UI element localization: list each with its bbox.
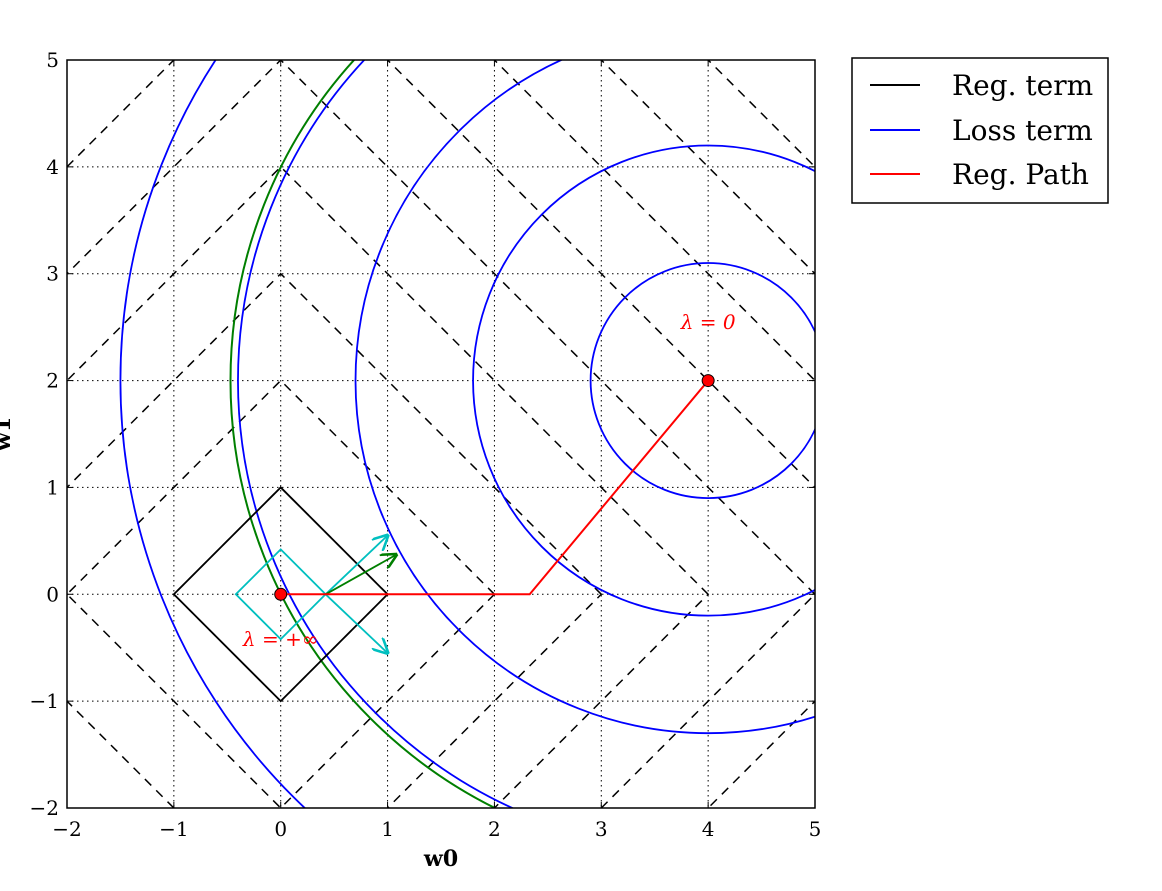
lambda-annotation: λ = 0 [680,310,736,334]
y-tick-label: 5 [46,48,59,72]
loss-term-contours [119,60,815,808]
y-axis-label: w1 [0,417,16,452]
y-tick-label: 4 [46,155,59,179]
loss-term-contour [472,144,815,617]
green-curve-group [229,60,498,808]
reg-path-group [280,379,709,596]
y-tick-label: −1 [30,689,59,713]
reg-path-line [280,379,709,596]
reg-term-contour [67,60,815,808]
reg-term-contour [67,165,710,808]
reg-term-unit-diamond [172,486,389,703]
cyan-diamond-group [234,548,327,641]
reg-term-unit-diamond-group [172,486,389,703]
loss-term-contour [119,60,307,808]
plot-frame [66,59,816,809]
y-tick-label: −2 [30,796,59,820]
path-endpoint-marker [701,374,715,388]
x-tick-label: 4 [702,817,715,841]
loss-term-contour [354,60,815,734]
y-tick-label: 0 [46,582,59,606]
legend-label-loss-term: Loss term [952,114,1093,147]
legend-label-reg-term: Reg. term [952,69,1093,102]
green-curve [229,60,498,808]
markers [274,374,715,601]
legend: Reg. term Loss term Reg. Path [851,57,1109,204]
axis-ticks: −2 −1 0 1 2 3 4 5 −2 −1 0 1 2 3 4 5 [30,48,822,841]
path-endpoint-marker [274,587,288,601]
legend-label-reg-path: Reg. Path [952,158,1089,191]
x-tick-label: −2 [52,817,81,841]
x-tick-label: 2 [488,817,501,841]
gradient-arrow [325,555,397,596]
reg-term-contour [67,60,815,808]
y-tick-label: 2 [46,369,59,393]
gradient-arrow [324,593,388,653]
x-tick-label: 3 [595,817,608,841]
reg-term-contour [67,60,815,808]
x-tick-label: 1 [381,817,394,841]
loss-term-contour [589,262,815,499]
x-tick-label: −1 [159,817,188,841]
x-axis-label: w0 [423,846,458,872]
annotations: λ = +∞ λ = 0 [242,310,736,651]
y-tick-label: 3 [46,262,59,286]
reg-term-contour [67,272,603,808]
loss-term-contour [237,60,515,808]
lambda-annotation: λ = +∞ [242,627,319,651]
gradient-arrows [324,536,397,654]
x-tick-label: 0 [274,817,287,841]
y-tick-label: 1 [46,475,59,499]
x-tick-label: 5 [809,817,822,841]
cyan-diamond [234,548,327,641]
gradient-arrow [324,536,388,595]
